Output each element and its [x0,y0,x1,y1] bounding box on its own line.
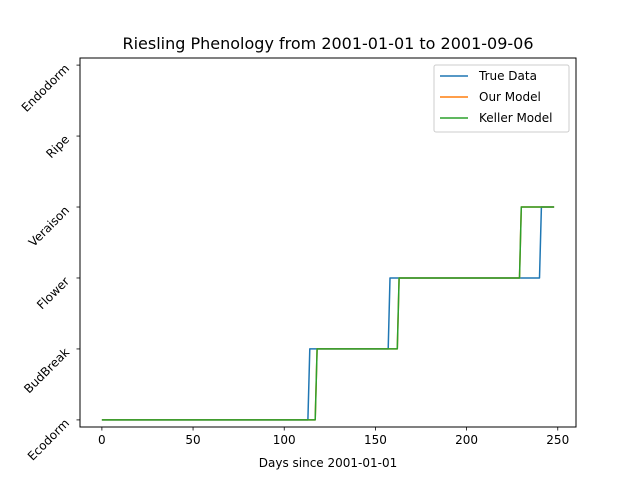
x-tick-label: 250 [546,433,569,447]
legend-box [433,64,570,133]
legend-label: True Data [478,69,537,83]
x-tick-label: 100 [273,433,296,447]
x-tick-label: 50 [185,433,200,447]
series-layer [101,206,555,421]
x-tick-label: 200 [455,433,478,447]
plot-frame [79,57,577,428]
chart-title: Riesling Phenology from 2001-01-01 to 20… [122,34,533,53]
x-axis-label: Days since 2001-01-01 [259,456,398,470]
x-axis: 0 50 100 150 200 250 [98,427,569,447]
x-tick-label: 0 [98,433,106,447]
x-tick-label: 150 [364,433,387,447]
legend-label: Keller Model [479,111,552,125]
series-line-3 [101,206,555,421]
legend: True Data Our Model Keller Model [433,64,570,133]
series-line-1 [101,206,555,421]
legend-label: Our Model [479,90,541,104]
